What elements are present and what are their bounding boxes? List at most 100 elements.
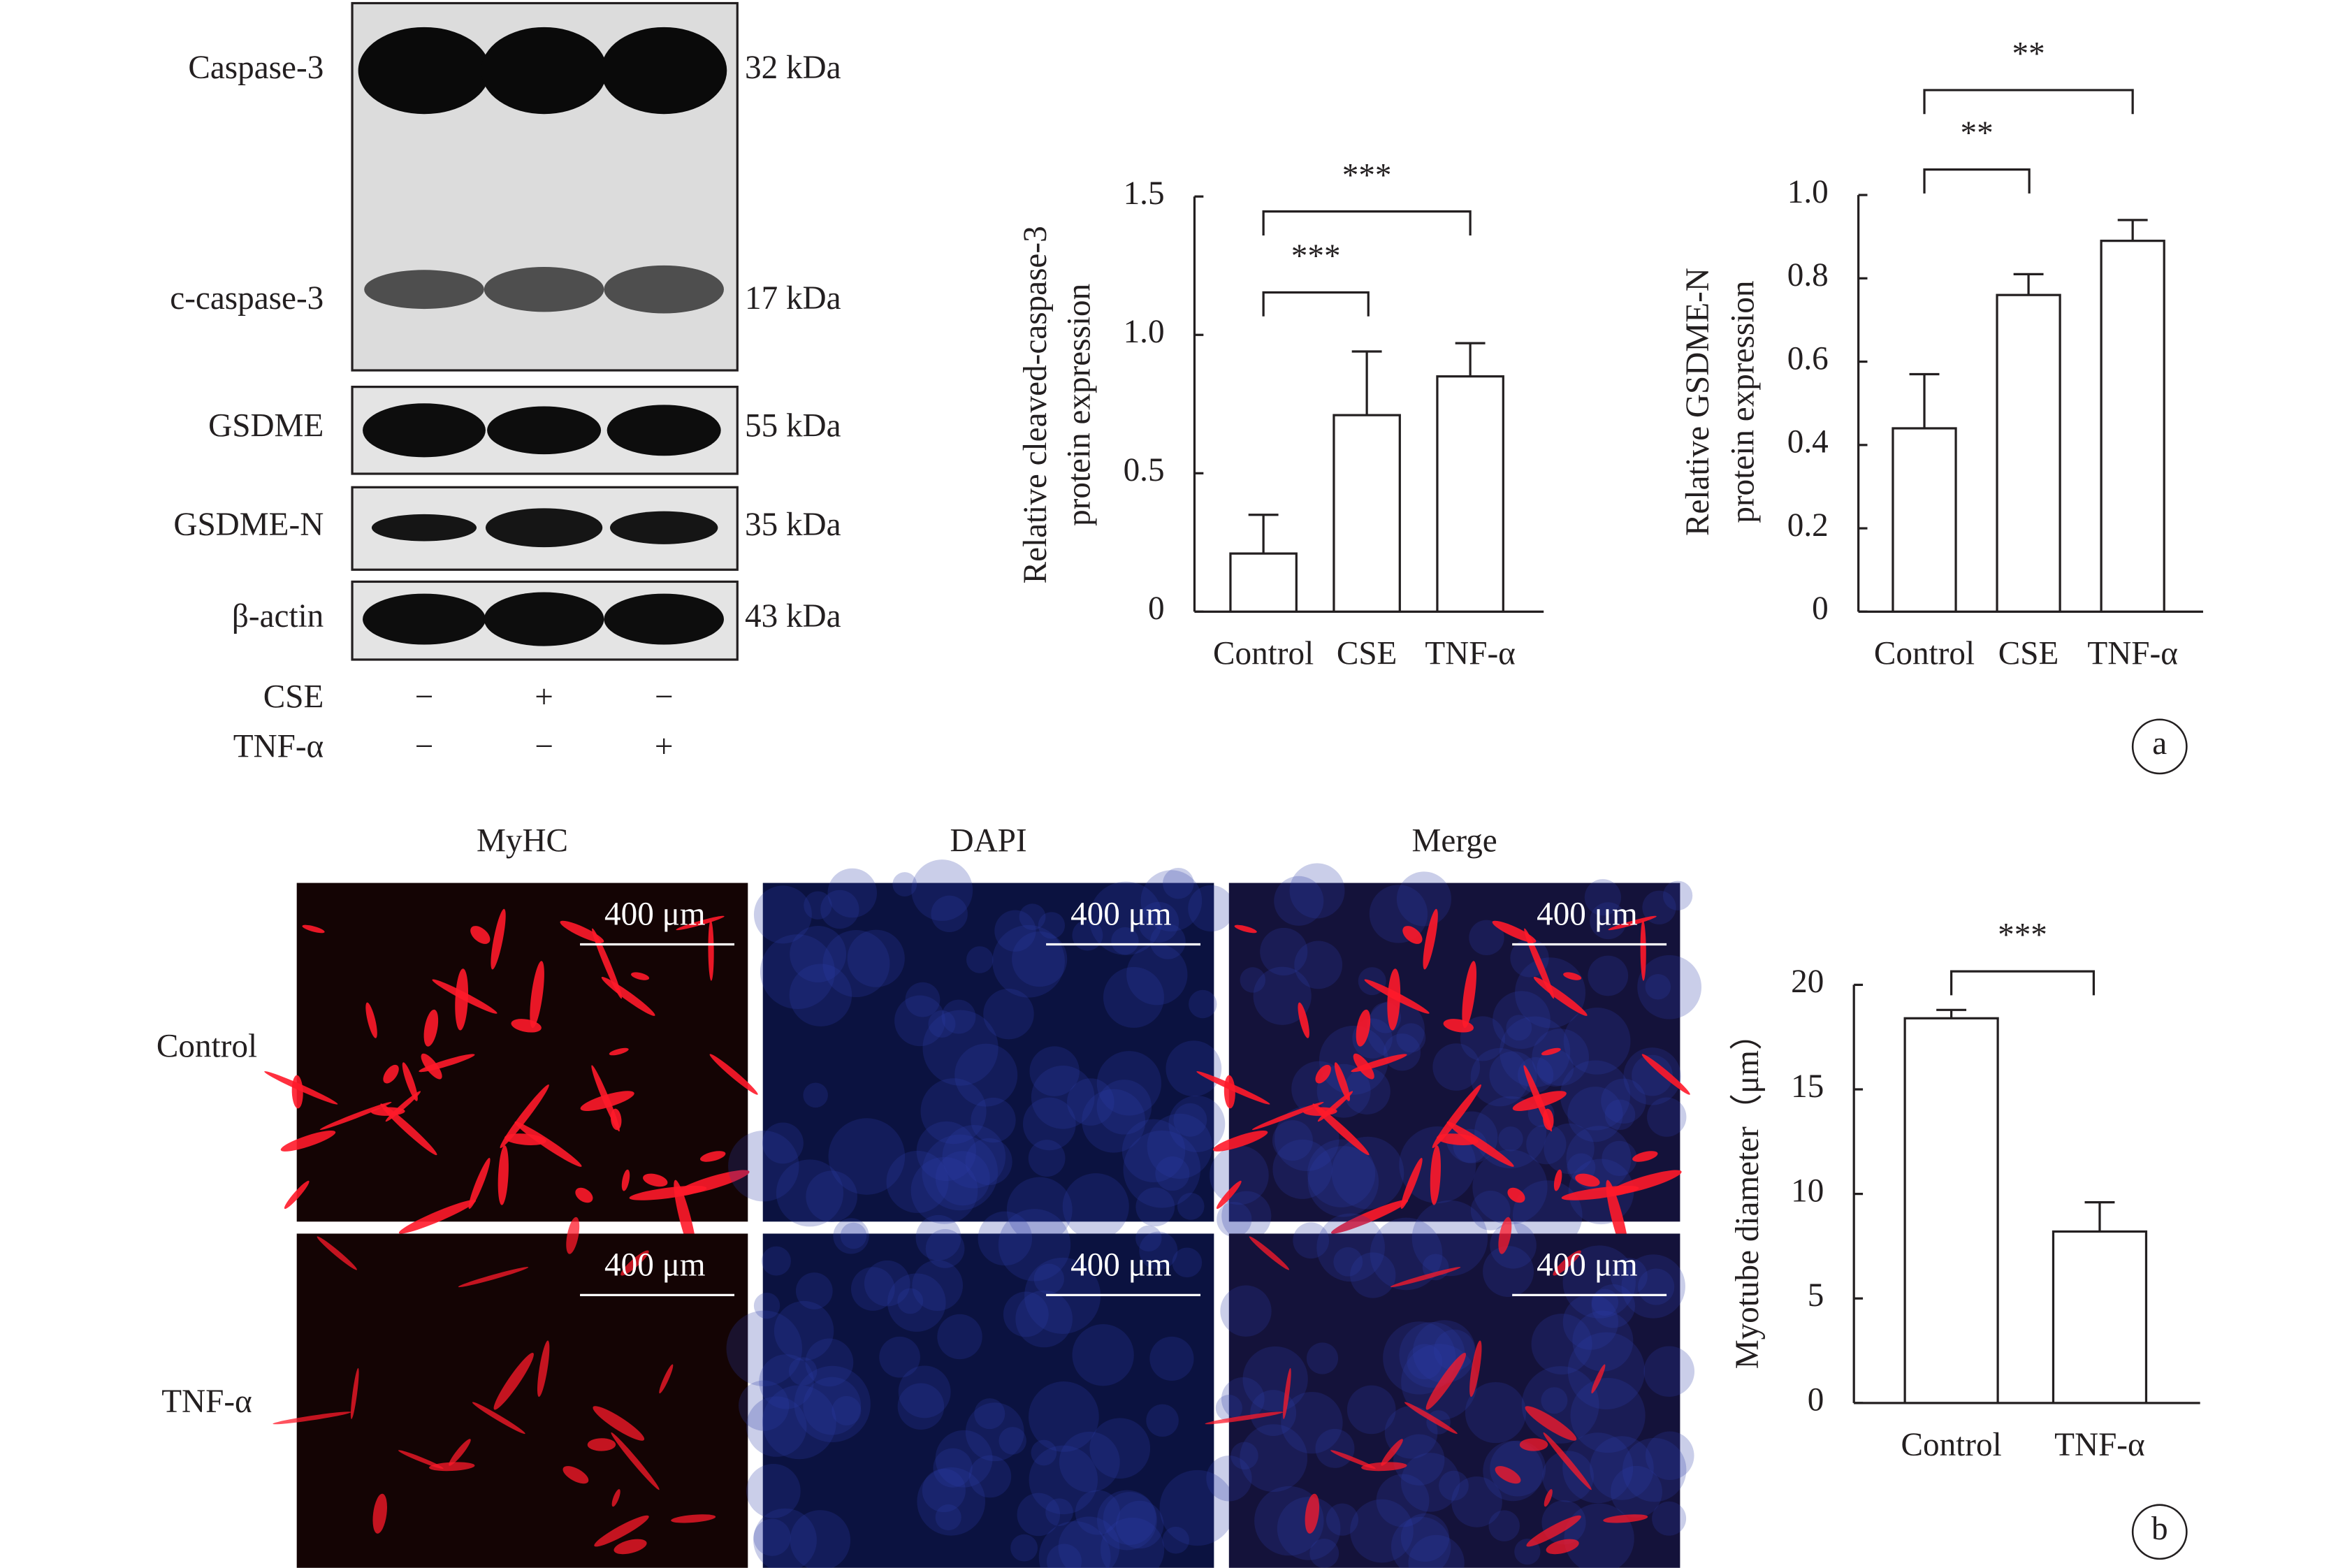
myotube [273, 1411, 351, 1425]
nucleus-cluster [1434, 1329, 1475, 1371]
nucleus-cluster [1604, 1099, 1636, 1131]
myotube [610, 1108, 622, 1131]
myotube [1603, 1514, 1648, 1523]
bar [2052, 1230, 2148, 1404]
nucleus-cluster [999, 1427, 1026, 1455]
nucleus-cluster [795, 1272, 833, 1309]
y-tick-label: 0.2 [1787, 507, 1829, 544]
myotube [1469, 1340, 1482, 1398]
nucleus-cluster [1498, 1126, 1523, 1152]
nucleus-cluster [922, 1010, 999, 1086]
y-axis-label: protein expression [1725, 280, 1762, 523]
nucleus-cluster [774, 1300, 834, 1361]
nucleus-cluster [832, 1395, 862, 1425]
y-tick-label: 15 [1791, 1068, 1824, 1105]
error-bar [1248, 514, 1279, 554]
blot-band [363, 593, 486, 645]
nucleus-cluster [1451, 1476, 1502, 1527]
myotube [1390, 1267, 1461, 1288]
myotube [1640, 920, 1646, 981]
nucleus-cluster [1240, 1424, 1308, 1493]
nucleus-cluster [1439, 1470, 1469, 1501]
scale-bar-label: 400 μm [604, 1247, 706, 1284]
myotube [1356, 1009, 1371, 1047]
nucleus-cluster [1217, 1201, 1252, 1237]
micrograph: 400 μm [726, 1209, 1235, 1568]
nucleus-cluster [1611, 1465, 1662, 1518]
nucleus-cluster [1490, 1440, 1546, 1497]
nucleus-cluster [1326, 1503, 1359, 1536]
nucleus-cluster [833, 1218, 869, 1254]
myotube [280, 1130, 336, 1152]
nucleus-cluster [922, 1134, 999, 1211]
nucleus-cluster [1370, 1217, 1443, 1291]
nucleus-cluster [1316, 1213, 1385, 1282]
blot-band [607, 405, 721, 456]
blot-band [485, 508, 603, 548]
blot-band [363, 403, 486, 458]
nucleus-cluster [1031, 1066, 1095, 1129]
nucleus-cluster [1172, 1247, 1203, 1278]
band-label: c-caspase-3 [170, 280, 324, 317]
nucleus-cluster [753, 1292, 780, 1319]
bar [1892, 427, 1957, 613]
myotube [1361, 1462, 1407, 1472]
nucleus-cluster [992, 924, 1065, 998]
myotube [629, 1185, 707, 1200]
myotube [472, 1402, 525, 1435]
nucleus-cluster [966, 946, 994, 973]
nucleus-cluster [1400, 1513, 1450, 1562]
myotube [458, 1267, 529, 1288]
panel-marker [2131, 718, 2188, 775]
y-tick-label: 0 [1812, 590, 1829, 627]
nucleus-cluster [827, 868, 878, 918]
nucleus-cluster [1532, 1029, 1590, 1086]
nucleus-cluster [1526, 1124, 1567, 1165]
nucleus-cluster [1221, 1377, 1265, 1421]
myotube [1437, 1133, 1479, 1145]
myotube [491, 908, 506, 970]
nucleus-cluster [1393, 1434, 1445, 1486]
myotube [504, 1133, 546, 1145]
panel-label: a [2152, 725, 2167, 762]
significance-label: ** [1961, 115, 1994, 152]
error-bar [1351, 350, 1382, 416]
nucleus-cluster [805, 1338, 854, 1387]
nucleus-cluster [1309, 1538, 1339, 1568]
nucleus-cluster [1123, 1130, 1201, 1208]
nucleus-cluster [998, 1209, 1071, 1282]
micrograph-background [1228, 1233, 1680, 1568]
myotube [1498, 1217, 1512, 1254]
myotube [1533, 977, 1588, 1016]
myotube [1608, 915, 1657, 931]
myotube [1425, 1352, 1467, 1410]
error-bar [1909, 372, 1940, 428]
band-label: β-actin [232, 598, 324, 634]
myotube [659, 1364, 674, 1394]
nucleus-cluster [1483, 1246, 1534, 1298]
scale-bar-label: 400 μm [1537, 896, 1638, 933]
myotube [1387, 968, 1401, 1031]
nucleus-cluster [1396, 871, 1452, 927]
nucleus-cluster [1220, 1285, 1272, 1337]
nucleus-cluster [1343, 1068, 1391, 1115]
myotube [264, 1071, 338, 1105]
nucleus-cluster [1150, 924, 1186, 959]
nucleus-cluster [1588, 955, 1629, 996]
micrograph-background [1228, 883, 1680, 1222]
myotube [1330, 1450, 1376, 1469]
nucleus-cluster [935, 1430, 993, 1488]
myotube [643, 1173, 668, 1187]
y-tick-label: 20 [1791, 964, 1824, 1000]
micrograph-background [762, 1233, 1214, 1568]
myotube [530, 961, 544, 1029]
myotube [1305, 1493, 1320, 1534]
nucleus-cluster [1166, 1040, 1222, 1096]
myotube [493, 1352, 534, 1410]
myotube [708, 920, 714, 981]
scale-bar-label: 400 μm [1537, 1247, 1638, 1284]
band-size: 17 kDa [745, 280, 841, 317]
nucleus-cluster [965, 1402, 1024, 1462]
nucleus-cluster [1115, 1500, 1164, 1549]
